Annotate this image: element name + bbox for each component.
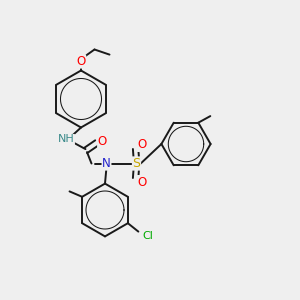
Text: Cl: Cl — [142, 231, 153, 241]
Text: NH: NH — [58, 134, 74, 145]
Text: O: O — [76, 55, 85, 68]
Text: O: O — [137, 138, 146, 152]
Text: N: N — [102, 157, 111, 170]
Text: O: O — [98, 135, 107, 148]
Text: O: O — [137, 176, 146, 189]
Text: S: S — [133, 157, 140, 170]
